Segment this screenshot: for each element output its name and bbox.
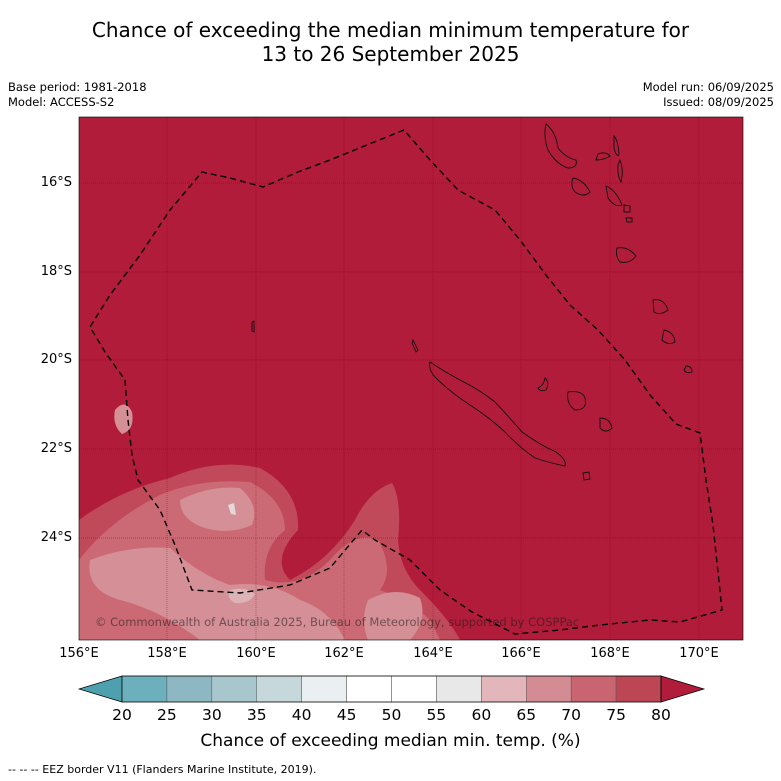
colorbar-segment [301,675,347,703]
lon-label: 168°E [590,646,630,661]
island-belep [411,338,419,353]
island-mare [599,417,613,432]
island-vanuatu-ambae [595,152,611,161]
lon-label: 156°E [59,646,99,661]
island-pines [582,471,591,481]
colorbar-segment [166,675,213,703]
lon-label: 160°E [236,646,276,661]
colorbar-segment [481,675,527,703]
title-line-2: 13 to 26 September 2025 [261,42,520,66]
island-vanuatu-tanna [661,329,676,345]
colorbar-tick-label: 40 [291,706,312,724]
colorbar [77,675,706,703]
colorbar-tick-label: 55 [426,706,447,724]
lat-label: 18°S [40,264,72,279]
lon-label: 166°E [501,646,541,661]
contour-60-65-b [180,487,255,531]
colorbar-segment [615,675,662,703]
contour-55-60-b [228,503,236,515]
colorbar-label: Chance of exceeding median min. temp. (%… [200,731,581,751]
colorbar-segment [346,675,392,703]
colorbar-tick-label: 45 [336,706,357,724]
colorbar-tick-label: 25 [157,706,177,724]
model-run: Model run: 06/09/2025 [642,80,774,94]
meta-right: Model run: 06/09/2025 Issued: 08/09/2025 [643,80,774,110]
map-panel: © Commonwealth of Australia 2025, Bureau… [79,117,743,640]
colorbar-frame [121,675,662,703]
contour-60-65 [89,547,345,640]
colorbar-arrow-low [77,675,123,703]
colorbar-segment [256,675,302,703]
lon-label: 158°E [147,646,187,661]
island-chesterfield [251,320,255,333]
coastlines [251,123,693,481]
base-period: Base period: 1981-2018 [8,80,147,94]
colorbar-tick-label: 30 [201,706,222,724]
colorbar-segment [526,675,572,703]
colorbar-tick-label: 50 [381,706,402,724]
island-vanuatu-small-1 [623,204,631,213]
lat-label: 24°S [40,530,72,545]
island-vanuatu-aneityum [683,365,693,374]
colorbar-tick-label: 35 [246,706,267,724]
map-title: Chance of exceeding the median minimum t… [0,18,781,66]
footer-note: -- -- -- EEZ border V11 (Flanders Marine… [8,763,317,776]
colorbar-arrow-high [660,675,706,703]
map-frame [78,116,744,641]
island-ouvea [537,377,549,392]
island-vanuatu-small-2 [625,217,633,223]
lat-label: 16°S [40,175,72,190]
island-vanuatu-malekula [571,177,591,196]
island-grande-terre [429,361,566,467]
model-name: Model: ACCESS-S2 [8,95,115,109]
island-vanuatu-efate [615,247,637,263]
copyright-text: © Commonwealth of Australia 2025, Bureau… [95,615,579,629]
lon-label: 164°E [413,646,453,661]
island-vanuatu-maewo [613,134,620,156]
contour-60-65-c [364,591,423,640]
eez-border [89,129,723,635]
colorbar-segment [436,675,482,703]
colorbar-tick-label: 80 [651,706,671,724]
colorbar-tick-label: 75 [606,706,626,724]
lon-label: 162°E [324,646,364,661]
lat-label: 22°S [40,441,72,456]
island-lifou [567,391,586,411]
title-line-1: Chance of exceeding the median minimum t… [91,18,690,42]
island-vanuatu-erromango [652,299,669,315]
colorbar-segment [570,675,617,703]
colorbar-segment [211,675,257,703]
lat-label: 20°S [40,352,72,367]
island-vanuatu-epi [605,185,623,207]
island-vanuatu-pentecost [617,158,623,184]
island-vanuatu-santo [544,123,577,169]
colorbar-segment [121,675,168,703]
colorbar-tick-label: 65 [516,706,537,724]
colorbar-segment [391,675,437,703]
lon-label: 170°E [679,646,719,661]
colorbar-tick-label: 70 [561,706,582,724]
colorbar-tick-label: 20 [112,706,132,724]
issued-date: Issued: 08/09/2025 [663,95,774,109]
gridlines [79,117,743,640]
meta-left: Base period: 1981-2018 Model: ACCESS-S2 [8,80,147,110]
colorbar-tick-label: 60 [471,706,492,724]
